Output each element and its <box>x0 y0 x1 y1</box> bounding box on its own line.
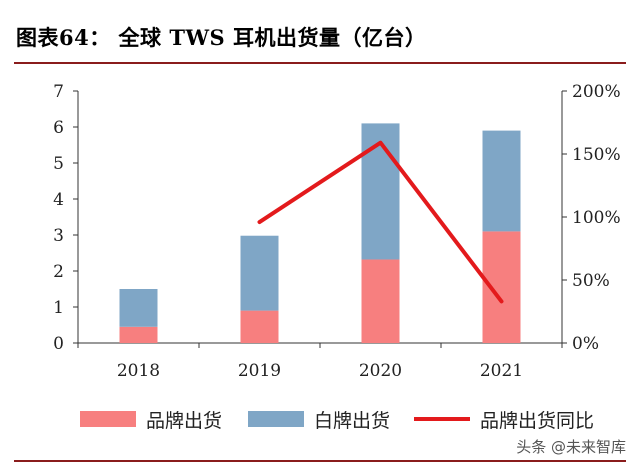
y-left-tick-label: 5 <box>53 154 64 174</box>
legend-item-brand: 品牌出货 <box>80 402 222 436</box>
bar-white-2020 <box>361 123 400 260</box>
bar-white-2018 <box>119 289 158 327</box>
legend-item-white: 白牌出货 <box>248 402 390 436</box>
chart-canvas: 0 1 2 3 4 5 6 7 0% 50% 100% 150% 200% 2018 2019 2020 202… <box>53 82 621 381</box>
y-left-tick-label: 1 <box>53 298 64 318</box>
x-tick-label: 2021 <box>480 361 523 381</box>
y-left-tick-label: 7 <box>53 82 64 102</box>
y-left-tick-label: 6 <box>53 118 64 138</box>
legend-label-brand: 品牌出货 <box>146 409 223 432</box>
title-rule <box>14 62 626 64</box>
bar-brand-2020 <box>361 259 400 343</box>
y-right-tick-label: 0% <box>572 334 599 354</box>
figure-title: 图表64： 全球 TWS 耳机出货量（亿台） <box>16 25 427 50</box>
bottom-rule <box>14 460 626 462</box>
y-right-tick-label: 150% <box>572 145 621 165</box>
bar-white-2019 <box>240 235 279 311</box>
x-tick-label: 2020 <box>359 361 402 381</box>
figure-header: 图表64： 全球 TWS 耳机出货量（亿台） <box>0 0 640 64</box>
y-left-tick-label: 0 <box>53 334 64 354</box>
legend-swatch-brand <box>80 411 136 427</box>
x-tick-label: 2018 <box>117 361 160 381</box>
x-tick-label: 2019 <box>238 361 281 381</box>
y-left-tick-label: 2 <box>53 262 64 282</box>
legend-label-white: 白牌出货 <box>314 409 391 432</box>
y-right-tick-label: 200% <box>572 82 621 102</box>
chart-legend: 品牌出货 白牌出货 品牌出货同比 <box>0 402 640 436</box>
legend-label-yoy: 品牌出货同比 <box>480 409 595 432</box>
bar-white-2021 <box>482 130 521 232</box>
y-right-tick-label: 50% <box>572 271 610 291</box>
y-right-tick-label: 100% <box>572 208 621 228</box>
y-left-tick-label: 3 <box>53 226 64 246</box>
bar-brand-2019 <box>240 310 279 343</box>
watermark: 头条 @未来智库 <box>516 438 626 456</box>
legend-swatch-white <box>248 411 304 427</box>
bar-brand-2018 <box>119 326 158 343</box>
y-left-tick-label: 4 <box>53 190 64 210</box>
legend-item-yoy: 品牌出货同比 <box>414 402 594 436</box>
legend-swatch-yoy <box>414 417 470 421</box>
